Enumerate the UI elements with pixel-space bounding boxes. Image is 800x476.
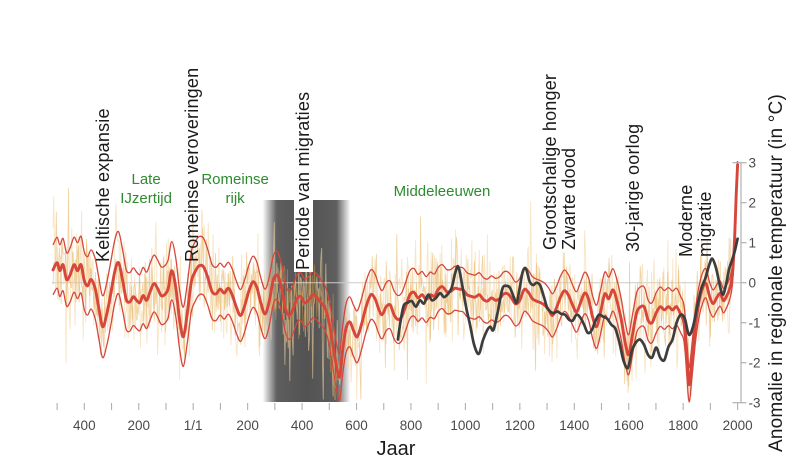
x-tick-label: 600: [345, 418, 368, 433]
x-tick-label: 1200: [505, 418, 535, 433]
upper-uncertainty-bound: [52, 161, 739, 369]
event-label-grootschalige-honger-zwarte-dood: Grootschalige honger Zwarte dood: [540, 73, 580, 250]
event-label-keltische-expansie: Keltische expansie: [92, 108, 113, 262]
y-tick-label: 3: [749, 156, 757, 171]
period-label-middeleeuwen: Middeleeuwen: [393, 182, 491, 200]
annual-noise-strong: [52, 187, 732, 400]
right-axis: [732, 162, 747, 404]
y-tick-label: 0: [749, 276, 757, 291]
event-label-30-jarige-oorlog: 30-jarige oorlog: [623, 123, 644, 252]
x-axis-title: Jaar: [376, 438, 416, 460]
period-label-late-ijzertijd: Late IJzertijd: [120, 171, 172, 207]
y-axis-title: Anomalie in regionale temperatuur (in °C…: [766, 94, 787, 452]
series-group: [51, 161, 740, 403]
period-label-romeinse-rijk: Romeinse rijk: [201, 171, 269, 207]
x-tick-label: 800: [400, 418, 423, 433]
x-tick-label: 1000: [450, 418, 480, 433]
documentary-temperature-line: [396, 237, 739, 370]
event-label-romeinse-veroveringen: Romeinse veroveringen: [181, 67, 202, 262]
x-tick-label: 200: [236, 418, 259, 433]
x-tick-label: 1/1: [184, 418, 203, 433]
lower-uncertainty-bound: [52, 169, 739, 403]
x-tick-label: 400: [73, 418, 96, 433]
y-tick-label: 2: [749, 196, 757, 211]
x-tick-label: 1400: [559, 418, 589, 433]
x-tick-label: 1800: [668, 418, 698, 433]
event-label-moderne-migratie: Moderne migratie: [676, 184, 716, 257]
y-tick-label: 1: [749, 236, 757, 251]
x-axis-ticks: [56, 403, 739, 410]
x-tick-label: 200: [127, 418, 150, 433]
event-label-periode-van-migraties: Periode van migraties: [293, 89, 314, 272]
x-tick-label: 400: [291, 418, 314, 433]
y-tick-label: -2: [749, 356, 761, 371]
y-tick-label: -1: [749, 316, 761, 331]
x-tick-label: 2000: [723, 418, 753, 433]
y-tick-label: -3: [749, 396, 761, 411]
x-tick-label: 1600: [614, 418, 644, 433]
smoothed-temperature-line: [51, 163, 740, 387]
